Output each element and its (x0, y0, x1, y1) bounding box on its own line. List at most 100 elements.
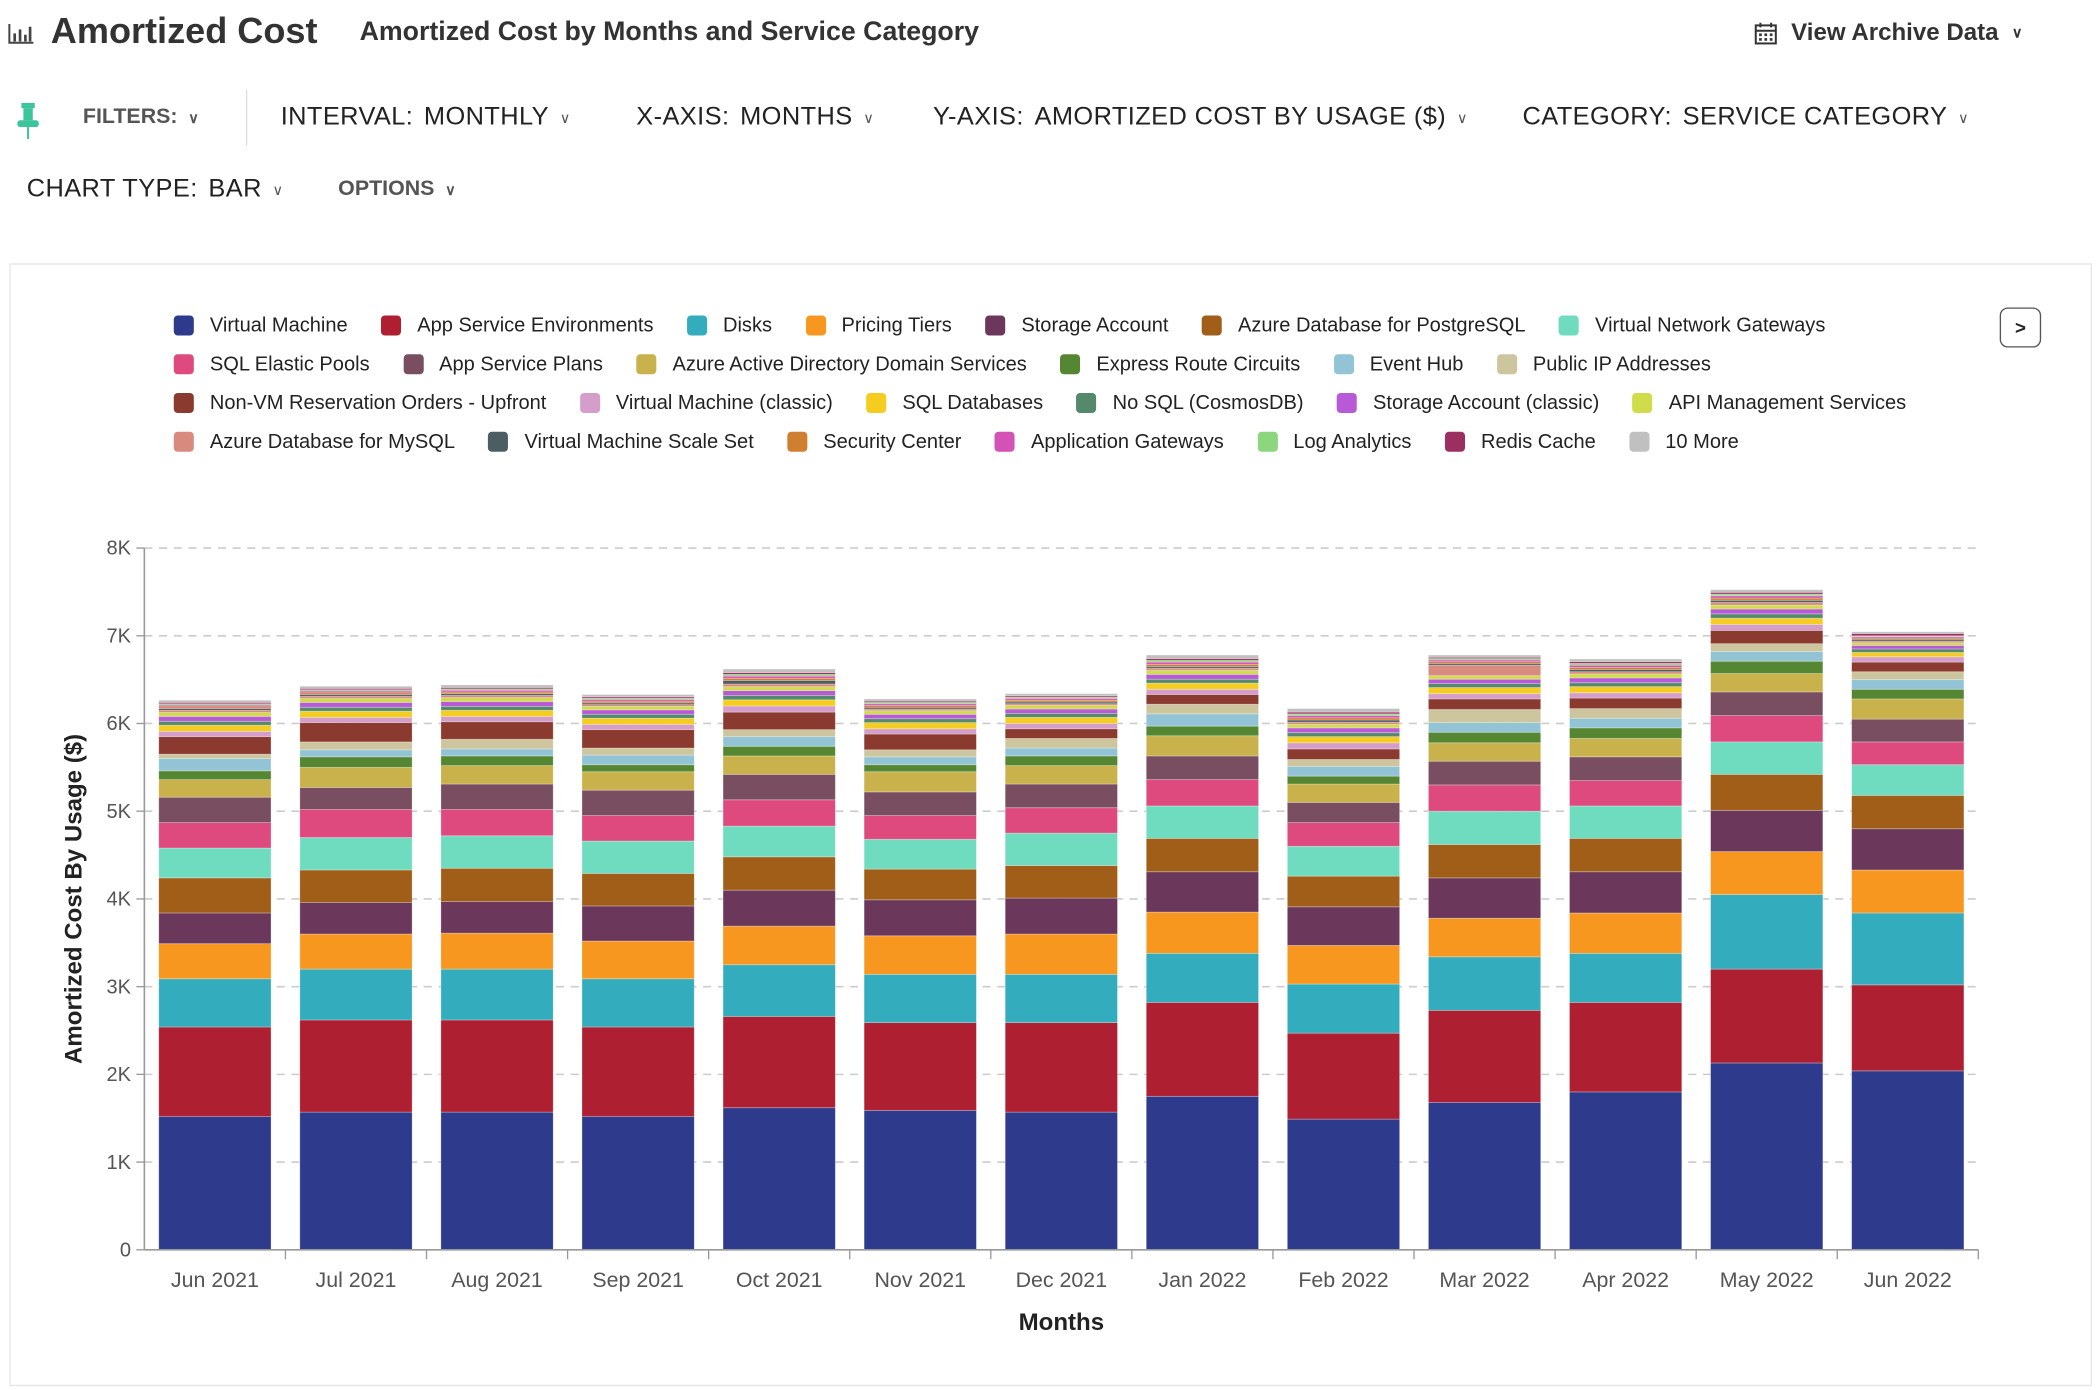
bar-segment[interactable] (1145, 838, 1259, 873)
bar-segment[interactable] (1428, 678, 1542, 684)
bar-segment[interactable] (1569, 682, 1683, 688)
bar-segment[interactable] (1569, 677, 1683, 684)
bar-segment[interactable] (863, 698, 977, 702)
bar-segment[interactable] (581, 764, 695, 773)
bar-segment[interactable] (1710, 715, 1824, 743)
bar-segment[interactable] (581, 815, 695, 842)
bar-segment[interactable] (1145, 1095, 1259, 1251)
bar-segment[interactable] (1428, 722, 1542, 733)
bar-segment[interactable] (440, 705, 554, 711)
legend-item[interactable]: Virtual Machine Scale Set (488, 428, 754, 455)
legend-item[interactable]: Azure Database for PostgreSQL (1201, 311, 1526, 338)
bar-segment[interactable] (1851, 698, 1965, 720)
legend-item[interactable]: 10 More (1629, 428, 1739, 455)
bar-segment[interactable] (1710, 604, 1824, 610)
legend-item[interactable]: Disks (686, 311, 772, 338)
legend-item[interactable]: App Service Plans (403, 350, 603, 377)
legend-item[interactable]: Application Gateways (994, 428, 1224, 455)
bar-segment[interactable] (299, 685, 413, 689)
bar-segment[interactable] (299, 698, 413, 703)
bar-segment[interactable] (1851, 741, 1965, 766)
bar-segment[interactable] (1145, 725, 1259, 737)
bar-segment[interactable] (1286, 775, 1401, 785)
bar-segment[interactable] (581, 1116, 695, 1251)
bar-segment[interactable] (581, 1026, 695, 1117)
bar-segment[interactable] (1286, 945, 1401, 985)
bar-segment[interactable] (1286, 906, 1401, 946)
bar-segment[interactable] (1851, 828, 1965, 871)
legend-item[interactable]: Redis Cache (1444, 428, 1596, 455)
bar-segment[interactable] (299, 710, 413, 718)
bar-segment[interactable] (863, 764, 977, 773)
bar-segment[interactable] (1145, 952, 1259, 1003)
bar-segment[interactable] (1710, 630, 1824, 645)
bar-segment[interactable] (722, 711, 836, 731)
bar-segment[interactable] (722, 964, 836, 1017)
bar-segment[interactable] (1428, 654, 1542, 658)
bar-segment[interactable] (581, 754, 695, 766)
bar-segment[interactable] (1286, 748, 1401, 760)
bar-segment[interactable] (1004, 973, 1118, 1024)
bar-segment[interactable] (1851, 869, 1965, 914)
bar-segment[interactable] (863, 733, 977, 751)
bar-segment[interactable] (1569, 805, 1683, 839)
bar-segment[interactable] (1286, 736, 1401, 744)
bar-segment[interactable] (863, 713, 977, 720)
bar-segment[interactable] (722, 799, 836, 827)
pin-icon[interactable] (16, 102, 40, 140)
legend-item[interactable]: Azure Active Directory Domain Services (636, 350, 1027, 377)
bar-segment[interactable] (440, 835, 554, 869)
bar-segment[interactable] (863, 710, 977, 715)
bar-segment[interactable] (158, 712, 272, 717)
bar-segment[interactable] (1710, 1062, 1824, 1251)
x-axis-dropdown[interactable]: X-AXIS: MONTHS ∨ (636, 103, 874, 132)
bar-segment[interactable] (440, 709, 554, 717)
bar-segment[interactable] (722, 745, 836, 757)
bar-segment[interactable] (1851, 648, 1965, 653)
bar-segment[interactable] (1710, 623, 1824, 631)
legend-item[interactable]: Storage Account (985, 311, 1168, 338)
bar-segment[interactable] (1004, 765, 1118, 785)
bar-segment[interactable] (722, 699, 836, 707)
bar-segment[interactable] (299, 1111, 413, 1251)
bar-segment[interactable] (1286, 1032, 1401, 1120)
bar-segment[interactable] (158, 716, 272, 722)
bar-segment[interactable] (1004, 933, 1118, 975)
bar-segment[interactable] (440, 932, 554, 970)
bar-segment[interactable] (1145, 703, 1259, 715)
bar-segment[interactable] (1004, 712, 1118, 718)
bar-segment[interactable] (1004, 755, 1118, 766)
bar-segment[interactable] (1569, 952, 1683, 1003)
bar-segment[interactable] (1145, 911, 1259, 954)
bar-segment[interactable] (581, 694, 695, 698)
bar-segment[interactable] (1569, 727, 1683, 739)
bar-segment[interactable] (863, 973, 977, 1024)
bar-segment[interactable] (1569, 756, 1683, 781)
category-dropdown[interactable]: CATEGORY: SERVICE CATEGORY ∨ (1523, 103, 1969, 132)
bar-segment[interactable] (158, 1026, 272, 1117)
bar-segment[interactable] (158, 978, 272, 1028)
bar-segment[interactable] (1004, 747, 1118, 757)
bar-segment[interactable] (440, 684, 554, 688)
bar-segment[interactable] (1428, 917, 1542, 958)
bar-segment[interactable] (1004, 897, 1118, 935)
bar-segment[interactable] (1145, 1002, 1259, 1097)
bar-segment[interactable] (1569, 1091, 1683, 1251)
bar-segment[interactable] (299, 1019, 413, 1113)
bar-segment[interactable] (1145, 670, 1259, 675)
bar-segment[interactable] (1004, 705, 1118, 710)
bar-segment[interactable] (158, 736, 272, 755)
bar-segment[interactable] (158, 758, 272, 772)
bar-segment[interactable] (1851, 631, 1965, 634)
bar-segment[interactable] (722, 705, 836, 713)
bar-segment[interactable] (440, 697, 554, 702)
bar-segment[interactable] (1428, 956, 1542, 1011)
bar-segment[interactable] (1710, 809, 1824, 852)
bar-segment[interactable] (1428, 675, 1542, 680)
bar-segment[interactable] (1004, 832, 1118, 866)
bar-segment[interactable] (299, 902, 413, 935)
bar-segment[interactable] (863, 1109, 977, 1251)
bar-segment[interactable] (1145, 654, 1259, 659)
bar-segment[interactable] (1851, 652, 1965, 658)
legend-item[interactable]: No SQL (CosmosDB) (1076, 389, 1304, 416)
